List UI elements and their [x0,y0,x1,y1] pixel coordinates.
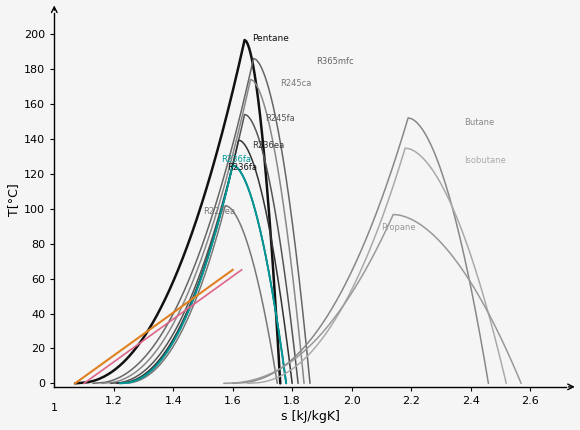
Text: Pentane: Pentane [252,34,289,43]
Text: R227ea: R227ea [203,207,235,216]
Text: Propane: Propane [382,223,416,232]
Text: R365mfc: R365mfc [316,57,354,66]
Text: R236fa: R236fa [221,154,251,163]
Text: R245fa: R245fa [266,114,295,123]
Text: R236fa: R236fa [227,163,257,172]
Text: Butane: Butane [465,118,495,127]
Text: R245ca: R245ca [280,80,311,89]
Text: R236ea: R236ea [252,141,284,150]
Text: 1: 1 [51,402,58,412]
Y-axis label: T[°C]: T[°C] [7,184,20,216]
X-axis label: s [kJ/kgK]: s [kJ/kgK] [281,410,339,423]
Text: Isobutane: Isobutane [465,157,506,165]
